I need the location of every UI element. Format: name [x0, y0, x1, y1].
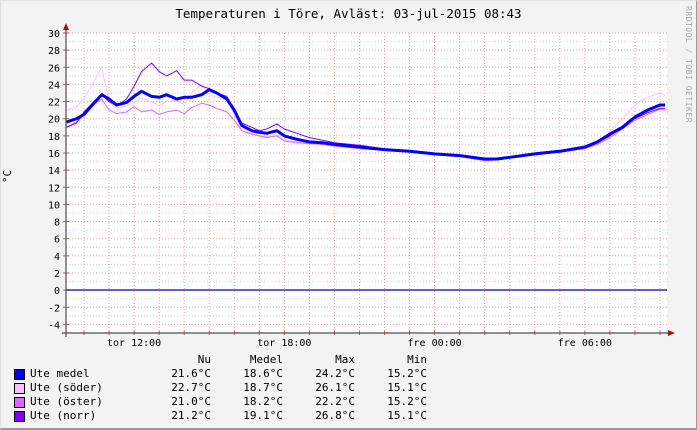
legend-min: 15.2°C: [387, 395, 427, 408]
y-tick-label: 12: [48, 183, 60, 194]
plot-area: [66, 33, 667, 333]
y-tick-label: 26: [48, 63, 60, 74]
y-tick-label: 2: [54, 269, 60, 280]
y-tick-label: -4: [48, 320, 60, 331]
legend-max: 22.2°C: [315, 395, 355, 408]
legend-max: 26.1°C: [315, 381, 355, 394]
legend-header: Nu Medel Max Min: [14, 353, 427, 367]
legend-series-name: Ute (norr): [30, 409, 97, 422]
legend-row-ute-medel: Ute medel 21.6°C 18.6°C 24.2°C 15.2°C: [14, 367, 427, 381]
legend-row-ute-norr: Ute (norr) 21.2°C 19.1°C 26.8°C 15.1°C: [14, 409, 427, 423]
legend-series-name: Ute (söder): [30, 381, 103, 394]
legend-medel: 19.1°C: [243, 409, 283, 422]
legend-min: 15.1°C: [387, 381, 427, 394]
legend-nu: 22.7°C: [171, 381, 211, 394]
legend-header-max: Max: [335, 353, 355, 366]
y-axis-arrow-icon: [63, 23, 69, 30]
grid: [66, 32, 667, 335]
legend-min: 15.2°C: [387, 367, 427, 380]
y-tick-label: 18: [48, 132, 60, 143]
legend-max: 26.8°C: [315, 409, 355, 422]
legend-medel: 18.6°C: [243, 367, 283, 380]
legend-row-ute-soder: Ute (söder) 22.7°C 18.7°C 26.1°C 15.1°C: [14, 381, 427, 395]
y-tick-label: 28: [48, 46, 60, 57]
legend-medel: 18.2°C: [243, 395, 283, 408]
y-tick-label: 6: [54, 235, 60, 246]
legend-header-min: Min: [407, 353, 427, 366]
x-axis-arrow-icon: [668, 330, 675, 336]
legend-swatch-icon: [14, 396, 25, 408]
y-tick-label: 14: [48, 166, 60, 177]
y-tick-label: -2: [48, 303, 60, 314]
legend-series-name: Ute medel: [30, 367, 90, 380]
legend-swatch-icon: [14, 410, 25, 422]
chart-title: Temperaturen i Töre, Avläst: 03-jul-2015…: [175, 6, 522, 21]
y-tick-label: 8: [54, 218, 60, 229]
legend-row-ute-oster: Ute (öster) 21.0°C 18.2°C 22.2°C 15.2°C: [14, 395, 427, 409]
y-tick-label: 30: [48, 29, 60, 40]
legend-nu: 21.2°C: [171, 409, 211, 422]
legend-max: 24.2°C: [315, 367, 355, 380]
y-tick-label: 0: [54, 286, 60, 297]
legend-nu: 21.6°C: [171, 367, 211, 380]
y-tick-label: 4: [54, 252, 60, 263]
x-tick-label: fre 06:00: [558, 338, 612, 349]
x-axis-ticks: tor 12:00 tor 18:00 fre 00:00 fre 06:00: [107, 338, 612, 349]
y-tick-label: 22: [48, 98, 60, 109]
legend-series-name: Ute (öster): [30, 395, 103, 408]
y-tick-label: 10: [48, 200, 60, 211]
legend-header-nu: Nu: [197, 353, 211, 366]
x-tick-label: tor 12:00: [107, 338, 161, 349]
legend-nu: 21.0°C: [171, 395, 211, 408]
rrdtool-watermark: RRDTOOL / TOBI OETIKER: [684, 6, 693, 123]
series-lines: [66, 62, 666, 162]
legend-medel: 18.7°C: [243, 381, 283, 394]
legend-swatch-icon: [14, 368, 25, 380]
series-line-ute-medel: [66, 88, 665, 161]
legend: Nu Medel Max Min Ute medel 21.6°C 18.6°C…: [14, 353, 427, 423]
x-tick-label: tor 18:00: [257, 338, 311, 349]
x-tick-label: fre 00:00: [408, 338, 462, 349]
legend-min: 15.1°C: [387, 409, 427, 422]
legend-header-medel: Medel: [249, 353, 283, 366]
y-tick-label: 20: [48, 115, 60, 126]
y-tick-label: 24: [48, 80, 60, 91]
legend-swatch-icon: [14, 382, 25, 394]
y-tick-label: 16: [48, 149, 60, 160]
